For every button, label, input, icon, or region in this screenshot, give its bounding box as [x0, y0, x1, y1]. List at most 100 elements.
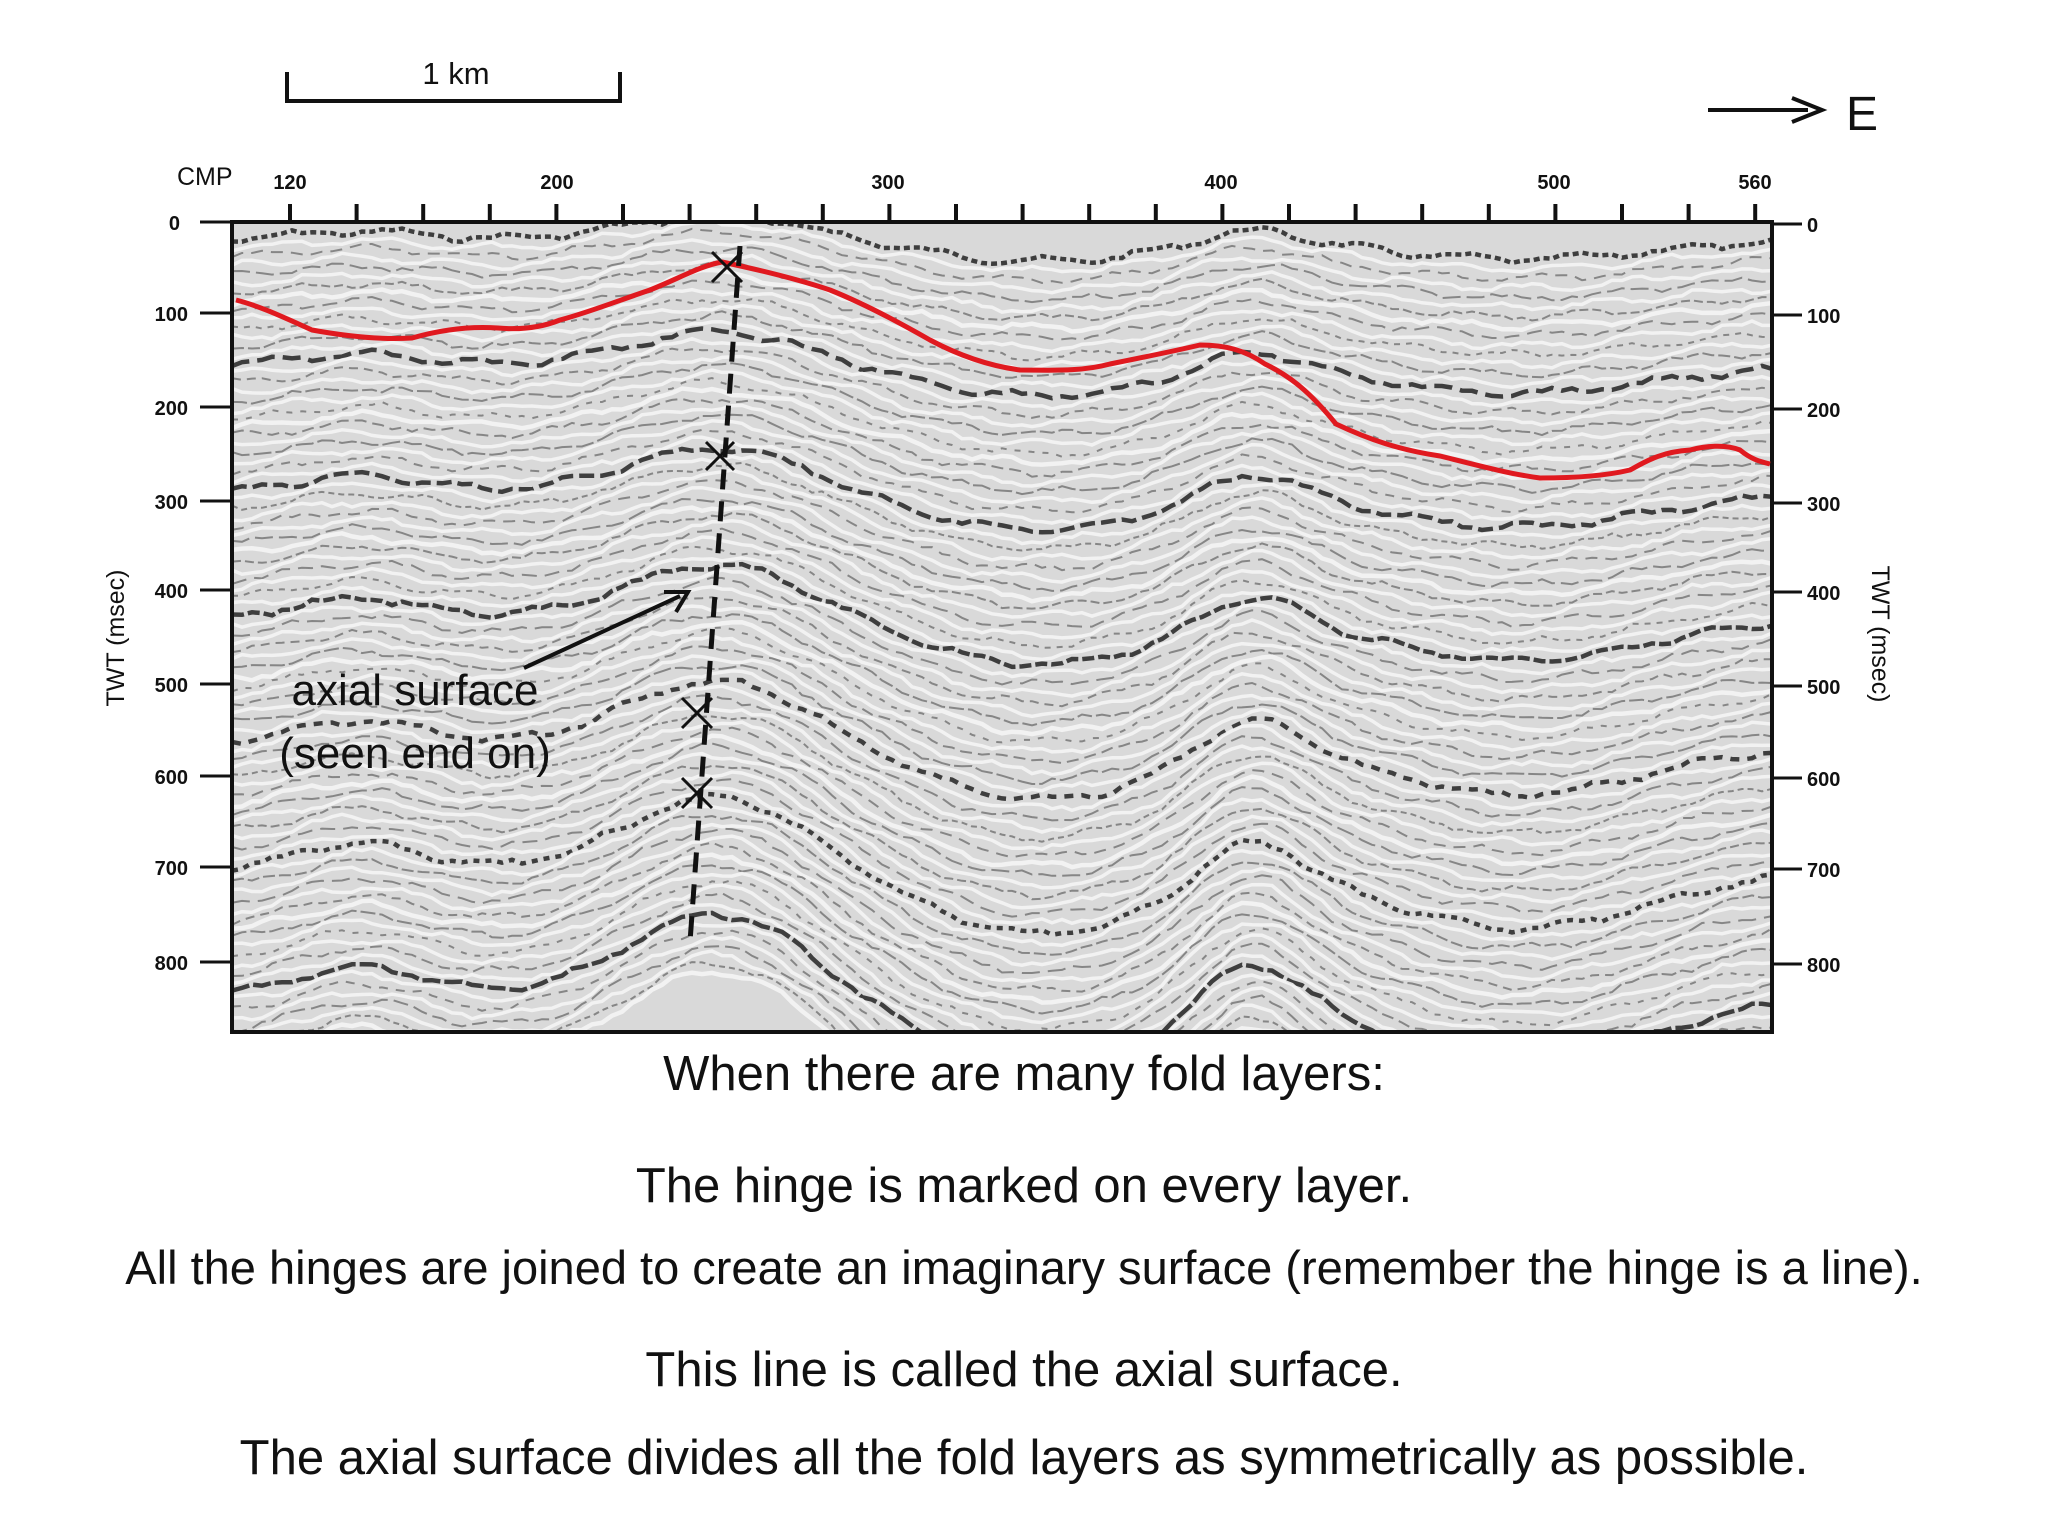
- seismic-section-figure: 1 km E CMP 120 200 300 400 500 560: [102, 56, 1894, 1034]
- axial-surface-annotation: axial surface (seen end on): [279, 666, 551, 778]
- direction-label: E: [1846, 88, 1878, 141]
- left-tick-label-400: 400: [155, 581, 188, 603]
- seismic-reflector: [232, 413, 1772, 496]
- seismic-reflector: [232, 568, 1772, 679]
- seismic-reflector: [232, 446, 1772, 535]
- seismic-reflector: [232, 822, 1772, 967]
- caption-line-1: The hinge is marked on every layer.: [635, 1159, 1413, 1213]
- seismic-reflector: [232, 714, 1772, 843]
- seismic-reflector: [232, 654, 1772, 777]
- scale-bar-label: 1 km: [422, 56, 489, 91]
- annotation-line-1: axial surface: [291, 666, 538, 715]
- seismic-reflector: [232, 814, 1772, 956]
- seismic-reflector: [232, 253, 1772, 315]
- left-tick-label-200: 200: [155, 398, 188, 420]
- caption-line-3: This line is called the axial surface.: [645, 1343, 1403, 1397]
- seismic-reflector: [232, 505, 1772, 604]
- seismic-reflector: [232, 677, 1772, 802]
- hinge-marker: [680, 776, 714, 810]
- seismic-reflector: [232, 803, 1772, 948]
- right-axis-title: TWT (msec): [1866, 565, 1894, 702]
- seismic-reflector: [232, 545, 1772, 649]
- seismic-reflector: [232, 238, 1772, 295]
- seismic-reflector: [232, 478, 1772, 572]
- seismic-reflector: [232, 694, 1772, 822]
- seismic-reflector: [232, 497, 1772, 592]
- seismic-reflector: [232, 519, 1772, 619]
- seismic-reflector: [232, 376, 1772, 458]
- seismic-reflector: [232, 751, 1772, 890]
- seismic-reflector: [232, 279, 1772, 341]
- cmp-tick-label-300: 300: [871, 172, 904, 194]
- seismic-reflector: [232, 576, 1772, 686]
- seismic-reflector: [232, 879, 1772, 1032]
- left-tick-label-600: 600: [155, 767, 188, 789]
- seismic-reflector: [232, 871, 1772, 1025]
- seismic-reflector: [232, 347, 1772, 419]
- seismic-reflector: [232, 684, 1772, 813]
- seismic-reflector: [232, 633, 1772, 754]
- axial-surface-line: [687, 245, 743, 943]
- seismic-reflector: [232, 386, 1772, 467]
- seismic-reflector: [232, 726, 1772, 859]
- seismic-reflector: [232, 368, 1772, 447]
- right-ticks: [1772, 222, 1802, 966]
- hinge-marker: [704, 440, 736, 472]
- hinge-marker: [680, 696, 714, 730]
- seismic-reflector: [232, 468, 1772, 562]
- hinge-marker: [710, 250, 744, 284]
- cmp-tick-label-120: 120: [273, 172, 306, 194]
- left-tick-label-500: 500: [155, 675, 188, 697]
- seismic-reflector: [232, 785, 1772, 926]
- seismic-reflector: [232, 222, 1772, 266]
- seismic-reflector: [232, 267, 1772, 334]
- seismic-reflector: [232, 720, 1772, 852]
- right-tick-label-100: 100: [1807, 306, 1840, 328]
- seismic-reflector: [232, 527, 1772, 628]
- seismic-reflector: [232, 227, 1772, 285]
- caption-line-4: The axial surface divides all the fold l…: [239, 1431, 1809, 1485]
- seismic-panel: [230, 220, 1774, 1034]
- seismic-reflector: [232, 511, 1772, 610]
- seismic-reflector: [232, 222, 1772, 274]
- seismic-reflector: [232, 287, 1772, 354]
- cmp-tick-label-560: 560: [1738, 172, 1771, 194]
- seismic-reflector: [232, 604, 1772, 719]
- seismic-reflector: [232, 435, 1772, 525]
- annotation-line-2: (seen end on): [279, 729, 551, 778]
- left-ticks: [200, 220, 232, 964]
- seismic-reflector: [232, 883, 1772, 1032]
- left-tick-label-300: 300: [155, 492, 188, 514]
- caption-heading: When there are many fold layers:: [663, 1047, 1385, 1101]
- arrowhead-icon: [1791, 96, 1828, 124]
- right-tick-label-700: 700: [1807, 860, 1840, 882]
- seismic-reflector: [232, 403, 1772, 488]
- seismic-reflector: [232, 354, 1772, 429]
- top-axis-title: CMP: [177, 163, 233, 191]
- scale-bar: 1 km: [285, 56, 622, 103]
- seismic-reflector: [232, 921, 1772, 1032]
- right-tick-label-400: 400: [1807, 583, 1840, 605]
- left-axis-title: TWT (msec): [102, 569, 130, 706]
- right-axis: 0 100 200 300 400 500 600 700 800 TWT (m…: [1772, 215, 1894, 977]
- seismic-reflector: [232, 619, 1772, 737]
- seismic-reflector: [232, 827, 1772, 974]
- seismic-reflector: [232, 834, 1772, 983]
- seismic-reflector: [232, 397, 1772, 478]
- cmp-tick-label-400: 400: [1204, 172, 1237, 194]
- seismic-reflector: [232, 461, 1772, 552]
- left-tick-label-100: 100: [155, 304, 188, 326]
- seismic-reflector: [232, 454, 1772, 546]
- right-tick-label-800: 800: [1807, 955, 1840, 977]
- seismic-reflector: [232, 326, 1772, 401]
- seismic-reflector: [232, 770, 1772, 910]
- top-axis: CMP 120 200 300 400 500 560: [177, 163, 1772, 224]
- top-horizon-line: [235, 259, 1771, 481]
- seismic-reflector: [232, 535, 1772, 640]
- seismic-reflector: [232, 260, 1772, 322]
- seismic-reflector: [232, 626, 1772, 744]
- pointer-arrowhead-icon: [664, 590, 692, 614]
- right-tick-label-0: 0: [1807, 215, 1818, 237]
- left-tick-label-0: 0: [169, 213, 180, 235]
